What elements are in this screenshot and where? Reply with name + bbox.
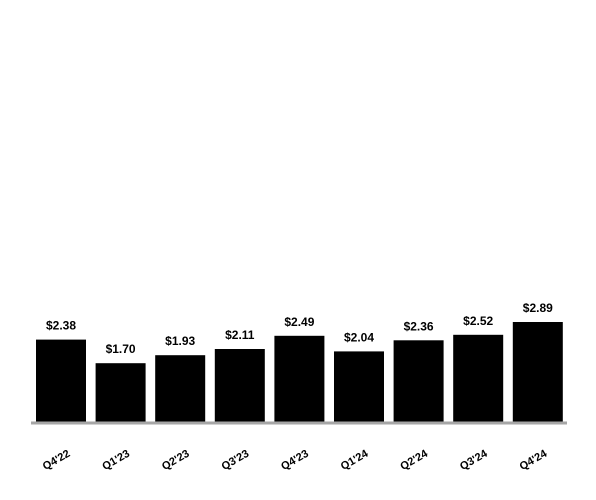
bar-7 — [453, 334, 504, 422]
x-tick-label-2: Q2'23 — [160, 448, 192, 473]
bar-5 — [334, 351, 384, 422]
bar-6 — [393, 340, 444, 422]
x-tick-label-5: Q1'24 — [339, 447, 371, 473]
x-tick-label-7: Q3'24 — [458, 447, 490, 473]
bar-1 — [95, 363, 146, 422]
bar-2 — [155, 355, 206, 422]
bar-3 — [214, 349, 265, 422]
bar-0 — [36, 339, 86, 422]
data-label-5: $2.04 — [344, 330, 374, 344]
bar-8 — [512, 322, 563, 422]
x-tick-label-3: Q3'23 — [220, 448, 252, 473]
bar-4 — [274, 335, 325, 422]
x-tick-label-8: Q4'24 — [518, 447, 550, 473]
bar-series — [36, 322, 563, 422]
data-label-6: $2.36 — [404, 319, 434, 333]
data-label-0: $2.38 — [46, 319, 76, 333]
data-label-2: $1.93 — [165, 334, 195, 348]
data-label-3: $2.11 — [225, 328, 255, 342]
data-label-4: $2.49 — [284, 315, 314, 329]
data-labels: $2.38 $1.70 $1.93 $2.11 $2.49 $2.04 $2.36 $2.52… — [46, 301, 553, 356]
x-axis-tick-labels: Q4'22 Q1'23 Q2'23 Q3'23 Q4'23 Q1'24 Q2'24 Q3'24… — [41, 447, 550, 473]
x-tick-label-6: Q2'24 — [398, 447, 430, 473]
x-tick-label-0: Q4'22 — [41, 448, 73, 473]
data-label-7: $2.52 — [463, 314, 493, 328]
data-label-1: $1.70 — [106, 342, 136, 356]
x-tick-label-1: Q1'23 — [100, 448, 132, 473]
data-label-8: $2.89 — [523, 301, 553, 315]
x-tick-label-4: Q4'23 — [279, 448, 311, 473]
